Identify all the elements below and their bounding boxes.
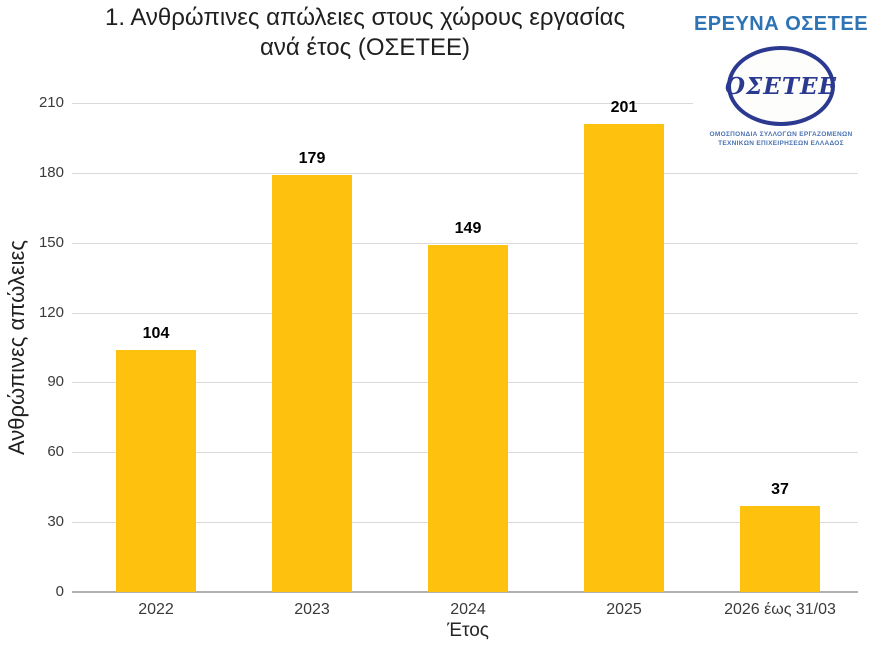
- bar: [584, 123, 664, 592]
- bar-value-label: 201: [610, 98, 638, 116]
- y-axis-tick-label: 60: [47, 443, 64, 461]
- gridline: [72, 103, 858, 104]
- logo-org-line1: ΟΜΟΣΠΟΝΔΙΑ ΣΥΛΛΟΓΩΝ ΕΡΓΑΖΟΜΕΝΩΝ: [709, 131, 853, 138]
- x-axis-tick-label: 2026 έως 31/03: [724, 601, 836, 618]
- x-axis-tick-label: 2022: [138, 601, 174, 618]
- x-axis-baseline: [72, 591, 858, 593]
- bar-value-label: 149: [454, 220, 482, 238]
- chart-title-line1: 1. Ανθρώπινες απώλειες στους χώρους εργα…: [104, 4, 626, 31]
- y-axis-tick-label: 210: [38, 94, 64, 111]
- y-axis-tick-label: 150: [38, 233, 64, 251]
- x-axis-tick-label: 2025: [606, 601, 642, 618]
- logo-organization-name: ΟΜΟΣΠΟΝΔΙΑ ΣΥΛΛΟΓΩΝ ΕΡΓΑΖΟΜΕΝΩΝ ΤΕΧΝΙΚΩΝ…: [693, 130, 869, 148]
- x-axis-tick-label: 2023: [294, 601, 330, 618]
- x-axis-title: Έτος: [447, 620, 489, 641]
- y-axis-tick-label: 30: [47, 513, 64, 531]
- y-axis-tick-label: 180: [38, 163, 64, 181]
- osetee-logo: ΕΡΕΥΝΑ ΟΣΕΤΕΕ ΟΣΕΤΕΕ ΟΜΟΣΠΟΝΔΙΑ ΣΥΛΛΟΓΩΝ…: [693, 12, 869, 152]
- gridline: [72, 172, 858, 174]
- bar: [428, 245, 508, 592]
- y-axis-tick-label: 0: [55, 583, 64, 600]
- x-axis-tick-label: 2024: [450, 601, 486, 618]
- gridline: [72, 242, 858, 244]
- bar: [116, 349, 196, 592]
- bar-value-label: 179: [298, 150, 326, 168]
- bar: [740, 505, 820, 592]
- bar: [272, 175, 352, 592]
- logo-heading: ΕΡΕΥΝΑ ΟΣΕΤΕΕ: [693, 13, 869, 35]
- bar-value-label: 104: [142, 324, 170, 342]
- osetee-oval-icon: ΟΣΕΤΕΕ: [725, 46, 838, 126]
- y-axis-tick-label: 90: [47, 373, 64, 391]
- logo-org-line2: ΤΕΧΝΙΚΩΝ ΕΠΙΧΕΙΡΗΣΕΩΝ ΕΛΛΑΔΟΣ: [718, 140, 844, 147]
- plot-area: 0 30 60 90 120 150 180 210 104 2022 179 2023 149 2024…: [39, 94, 858, 618]
- logo-oval-text: ΟΣΕΤΕΕ: [725, 72, 838, 100]
- bar-value-label: 37: [771, 480, 789, 498]
- chart-title: 1. Ανθρώπινες απώλειες στους χώρους εργα…: [55, 3, 675, 63]
- chart-title-line2: ανά έτος (ΟΣΕΤΕΕ): [259, 34, 470, 61]
- y-axis-tick-label: 120: [38, 303, 64, 321]
